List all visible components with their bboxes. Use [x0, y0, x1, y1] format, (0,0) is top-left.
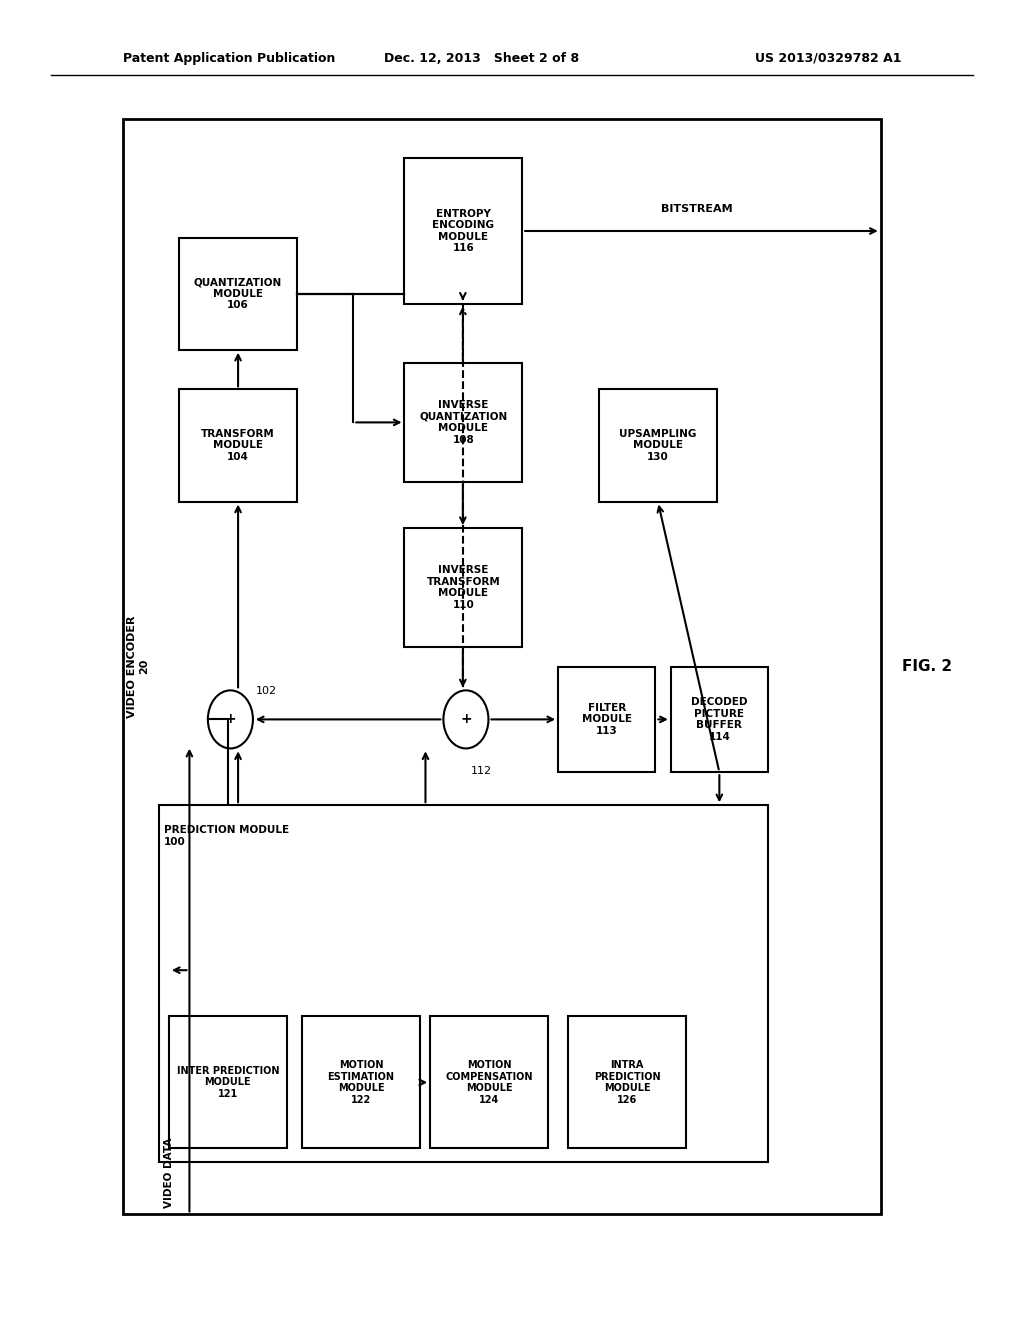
FancyBboxPatch shape — [404, 158, 522, 304]
FancyBboxPatch shape — [302, 1016, 420, 1148]
Text: FIG. 2: FIG. 2 — [902, 659, 951, 675]
Text: FILTER
MODULE
113: FILTER MODULE 113 — [582, 702, 632, 737]
Text: TRANSFORM
MODULE
104: TRANSFORM MODULE 104 — [201, 429, 275, 462]
FancyBboxPatch shape — [558, 667, 655, 772]
Text: MOTION
COMPENSATION
MODULE
124: MOTION COMPENSATION MODULE 124 — [445, 1060, 532, 1105]
Text: INVERSE
TRANSFORM
MODULE
110: INVERSE TRANSFORM MODULE 110 — [426, 565, 501, 610]
FancyBboxPatch shape — [404, 363, 522, 482]
Text: +: + — [460, 713, 472, 726]
Text: MOTION
ESTIMATION
MODULE
122: MOTION ESTIMATION MODULE 122 — [328, 1060, 394, 1105]
Text: VIDEO DATA: VIDEO DATA — [164, 1138, 174, 1208]
Text: INTRA
PREDICTION
MODULE
126: INTRA PREDICTION MODULE 126 — [594, 1060, 660, 1105]
Text: VIDEO ENCODER
20: VIDEO ENCODER 20 — [127, 615, 150, 718]
Text: 102: 102 — [256, 685, 278, 696]
Text: US 2013/0329782 A1: US 2013/0329782 A1 — [755, 51, 901, 65]
Text: +: + — [224, 713, 237, 726]
FancyBboxPatch shape — [671, 667, 768, 772]
Text: UPSAMPLING
MODULE
130: UPSAMPLING MODULE 130 — [620, 429, 696, 462]
FancyBboxPatch shape — [430, 1016, 548, 1148]
Text: INTER PREDICTION
MODULE
121: INTER PREDICTION MODULE 121 — [176, 1065, 280, 1100]
FancyBboxPatch shape — [568, 1016, 686, 1148]
FancyBboxPatch shape — [179, 389, 297, 502]
FancyBboxPatch shape — [169, 1016, 287, 1148]
FancyBboxPatch shape — [123, 119, 881, 1214]
FancyBboxPatch shape — [159, 805, 768, 1162]
Text: Dec. 12, 2013   Sheet 2 of 8: Dec. 12, 2013 Sheet 2 of 8 — [384, 51, 579, 65]
Text: ENTROPY
ENCODING
MODULE
116: ENTROPY ENCODING MODULE 116 — [432, 209, 495, 253]
Text: QUANTIZATION
MODULE
106: QUANTIZATION MODULE 106 — [194, 277, 283, 310]
Text: 112: 112 — [471, 766, 493, 776]
FancyBboxPatch shape — [404, 528, 522, 647]
Text: INVERSE
QUANTIZATION
MODULE
108: INVERSE QUANTIZATION MODULE 108 — [419, 400, 508, 445]
FancyBboxPatch shape — [179, 238, 297, 350]
Text: PREDICTION MODULE
100: PREDICTION MODULE 100 — [164, 825, 289, 846]
Text: DECODED
PICTURE
BUFFER
114: DECODED PICTURE BUFFER 114 — [691, 697, 748, 742]
FancyBboxPatch shape — [599, 389, 717, 502]
Text: BITSTREAM: BITSTREAM — [660, 203, 732, 214]
Text: Patent Application Publication: Patent Application Publication — [123, 51, 335, 65]
